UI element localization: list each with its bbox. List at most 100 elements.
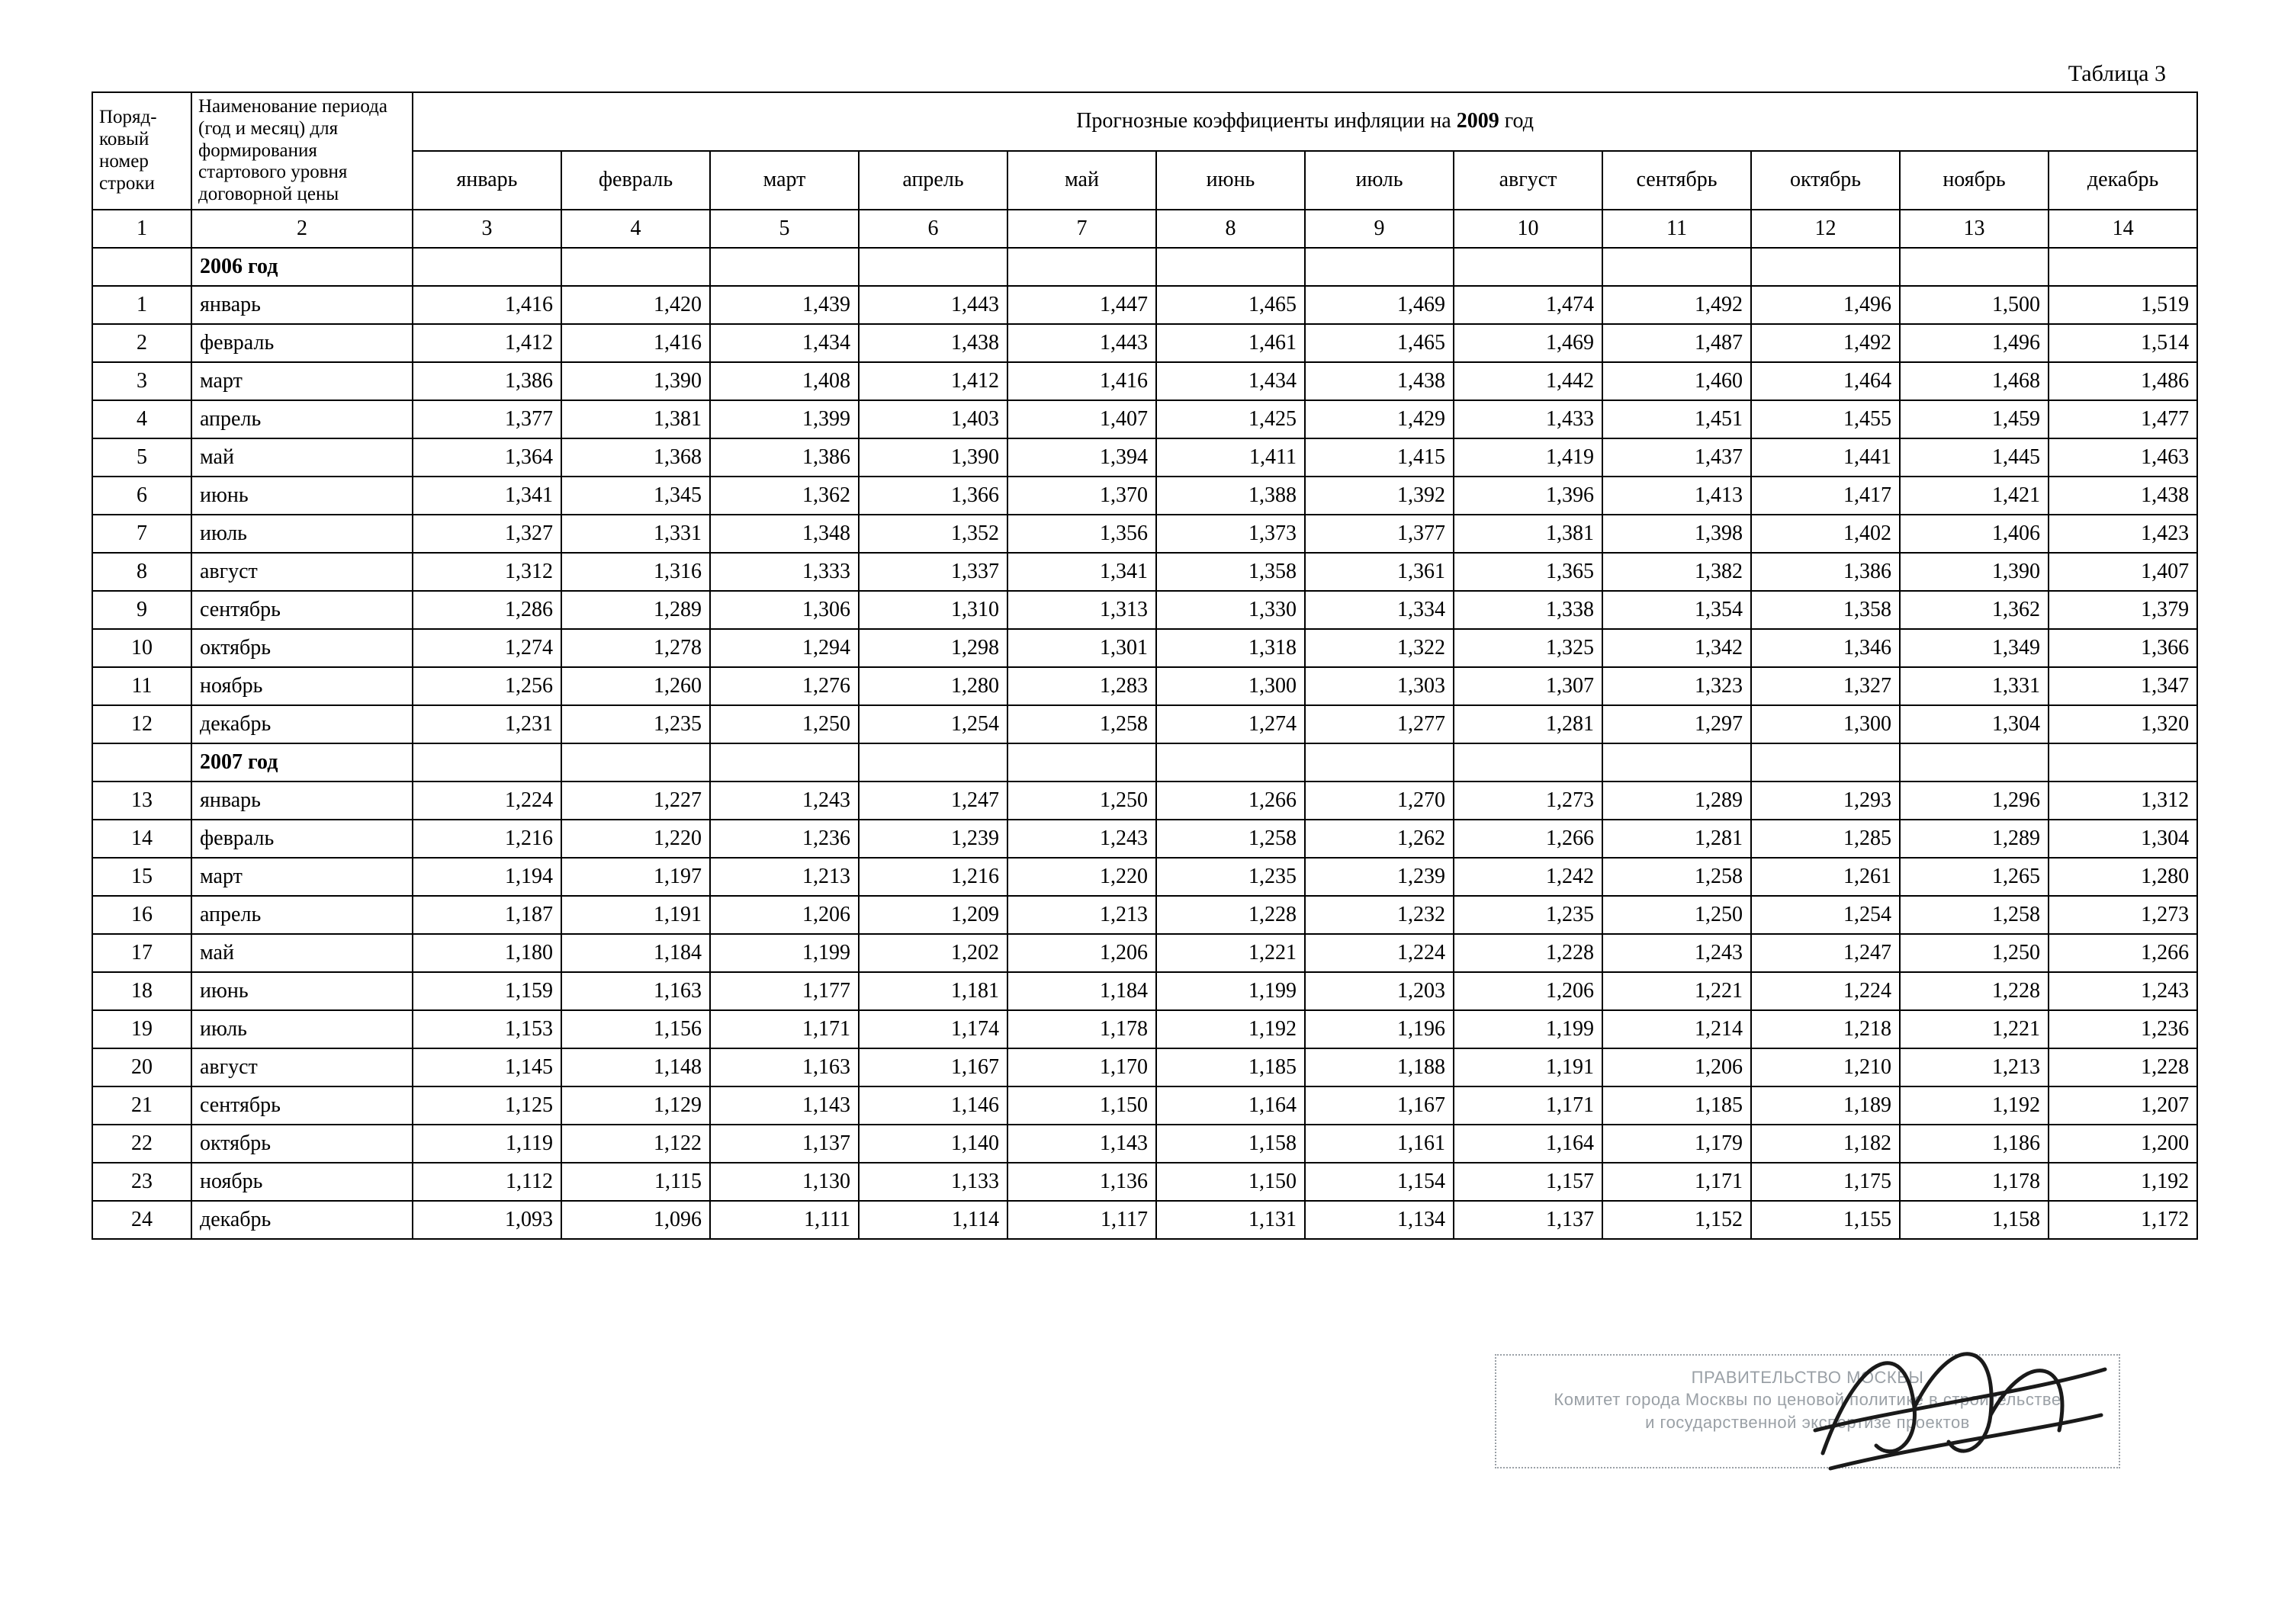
cell-value: 1,175 <box>1751 1163 1900 1201</box>
year-row-empty <box>1454 743 1602 782</box>
table-row: 22октябрь1,1191,1221,1371,1401,1431,1581… <box>92 1125 2197 1163</box>
row-order: 16 <box>92 896 191 934</box>
cell-value: 1,202 <box>859 934 1007 972</box>
year-row-empty <box>1602 743 1751 782</box>
cell-value: 1,177 <box>710 972 859 1010</box>
cell-value: 1,129 <box>561 1086 710 1125</box>
cell-value: 1,496 <box>1900 324 2049 362</box>
cell-value: 1,325 <box>1454 629 1602 667</box>
cell-value: 1,242 <box>1454 858 1602 896</box>
header-month: август <box>1454 151 1602 210</box>
cell-value: 1,362 <box>710 477 859 515</box>
cell-value: 1,429 <box>1305 400 1454 438</box>
cell-value: 1,182 <box>1751 1125 1900 1163</box>
cell-value: 1,191 <box>561 896 710 934</box>
year-row-empty <box>561 743 710 782</box>
cell-value: 1,243 <box>1007 820 1156 858</box>
cell-value: 1,199 <box>1156 972 1305 1010</box>
cell-value: 1,159 <box>413 972 561 1010</box>
header-month: ноябрь <box>1900 151 2049 210</box>
cell-value: 1,286 <box>413 591 561 629</box>
table-row: 16апрель1,1871,1911,2061,2091,2131,2281,… <box>92 896 2197 934</box>
cell-value: 1,146 <box>859 1086 1007 1125</box>
cell-value: 1,413 <box>1602 477 1751 515</box>
cell-value: 1,192 <box>1900 1086 2049 1125</box>
cell-value: 1,307 <box>1454 667 1602 705</box>
cell-value: 1,345 <box>561 477 710 515</box>
cell-value: 1,171 <box>1454 1086 1602 1125</box>
cell-value: 1,191 <box>1454 1048 1602 1086</box>
row-name: сентябрь <box>191 1086 413 1125</box>
cell-value: 1,386 <box>413 362 561 400</box>
cell-value: 1,273 <box>2049 896 2197 934</box>
row-order: 10 <box>92 629 191 667</box>
cell-value: 1,330 <box>1156 591 1305 629</box>
cell-value: 1,464 <box>1751 362 1900 400</box>
cell-value: 1,407 <box>1007 400 1156 438</box>
table-caption: Таблица 3 <box>92 61 2166 87</box>
cell-value: 1,180 <box>413 934 561 972</box>
cell-value: 1,167 <box>859 1048 1007 1086</box>
colnum: 8 <box>1156 210 1305 248</box>
year-row-empty <box>710 743 859 782</box>
cell-value: 1,425 <box>1156 400 1305 438</box>
row-order: 17 <box>92 934 191 972</box>
cell-value: 1,419 <box>1454 438 1602 477</box>
row-name: декабрь <box>191 1201 413 1239</box>
row-order: 4 <box>92 400 191 438</box>
table-row: 5май1,3641,3681,3861,3901,3941,4111,4151… <box>92 438 2197 477</box>
cell-value: 1,388 <box>1156 477 1305 515</box>
table-row: 7июль1,3271,3311,3481,3521,3561,3731,377… <box>92 515 2197 553</box>
cell-value: 1,115 <box>561 1163 710 1201</box>
cell-value: 1,178 <box>1900 1163 2049 1201</box>
year-row-empty <box>2049 248 2197 286</box>
row-name: июль <box>191 515 413 553</box>
year-row-empty <box>1007 743 1156 782</box>
year-row: 2007 год <box>92 743 2197 782</box>
cell-value: 1,341 <box>1007 553 1156 591</box>
row-name: май <box>191 934 413 972</box>
cell-value: 1,519 <box>2049 286 2197 324</box>
cell-value: 1,258 <box>1156 820 1305 858</box>
cell-value: 1,280 <box>2049 858 2197 896</box>
table-row: 8август1,3121,3161,3331,3371,3411,3581,3… <box>92 553 2197 591</box>
cell-value: 1,196 <box>1305 1010 1454 1048</box>
cell-value: 1,365 <box>1454 553 1602 591</box>
cell-value: 1,356 <box>1007 515 1156 553</box>
cell-value: 1,153 <box>413 1010 561 1048</box>
cell-value: 1,254 <box>859 705 1007 743</box>
colnum: 9 <box>1305 210 1454 248</box>
cell-value: 1,285 <box>1751 820 1900 858</box>
cell-value: 1,158 <box>1156 1125 1305 1163</box>
header-order-text: Поряд-ковыйномерстроки <box>99 107 157 193</box>
cell-value: 1,289 <box>1602 782 1751 820</box>
cell-value: 1,312 <box>2049 782 2197 820</box>
cell-value: 1,373 <box>1156 515 1305 553</box>
cell-value: 1,423 <box>2049 515 2197 553</box>
row-order: 22 <box>92 1125 191 1163</box>
year-row-empty <box>1751 248 1900 286</box>
row-order: 24 <box>92 1201 191 1239</box>
cell-value: 1,390 <box>1900 553 2049 591</box>
row-name: январь <box>191 286 413 324</box>
cell-value: 1,184 <box>561 934 710 972</box>
cell-value: 1,130 <box>710 1163 859 1201</box>
cell-value: 1,206 <box>1602 1048 1751 1086</box>
cell-value: 1,304 <box>2049 820 2197 858</box>
row-name: сентябрь <box>191 591 413 629</box>
year-row-empty <box>561 248 710 286</box>
cell-value: 1,322 <box>1305 629 1454 667</box>
stamp-area: ПРАВИТЕЛЬСТВО МОСКВЫ Комитет города Моск… <box>1495 1331 2151 1499</box>
cell-value: 1,210 <box>1751 1048 1900 1086</box>
cell-value: 1,137 <box>1454 1201 1602 1239</box>
header-month: февраль <box>561 151 710 210</box>
cell-value: 1,228 <box>1454 934 1602 972</box>
cell-value: 1,492 <box>1751 324 1900 362</box>
cell-value: 1,354 <box>1602 591 1751 629</box>
cell-value: 1,197 <box>561 858 710 896</box>
cell-value: 1,218 <box>1751 1010 1900 1048</box>
cell-value: 1,187 <box>413 896 561 934</box>
year-row-empty <box>413 743 561 782</box>
cell-value: 1,283 <box>1007 667 1156 705</box>
cell-value: 1,492 <box>1602 286 1751 324</box>
